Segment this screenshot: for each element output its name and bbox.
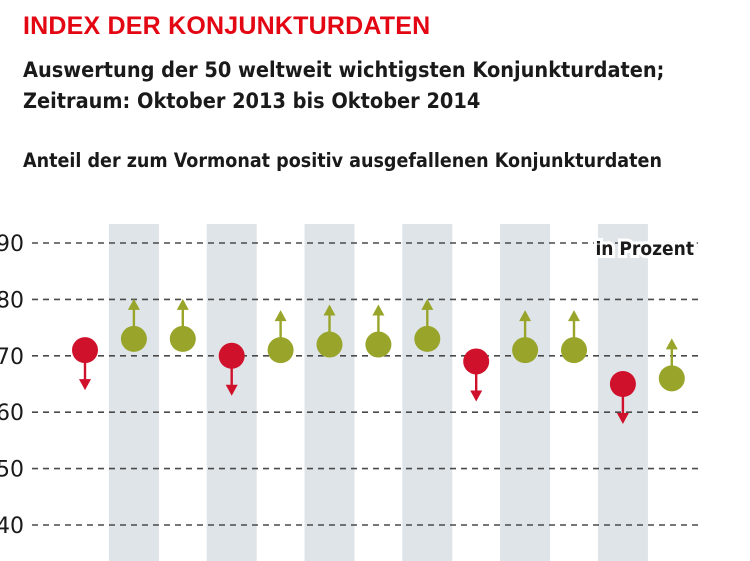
up-arrow-icon bbox=[127, 298, 140, 310]
data-point bbox=[365, 304, 392, 358]
data-point bbox=[316, 304, 343, 358]
y-tick-label: 90 bbox=[0, 232, 24, 257]
data-point-marker bbox=[365, 331, 392, 358]
up-arrow-icon bbox=[323, 304, 336, 316]
up-arrow-icon bbox=[421, 298, 434, 310]
gridlines bbox=[32, 242, 698, 526]
down-arrow-icon bbox=[225, 384, 238, 396]
data-point-marker bbox=[414, 325, 441, 352]
month-band bbox=[500, 224, 551, 561]
down-arrow-icon bbox=[616, 413, 629, 424]
up-arrow-icon bbox=[274, 310, 287, 322]
y-axis-ticks: 90 80 70 60 50 40 bbox=[0, 232, 24, 539]
data-point-marker bbox=[72, 337, 98, 364]
chart-description: Anteil der zum Vormonat positiv ausgefal… bbox=[23, 149, 662, 172]
data-point bbox=[72, 337, 98, 391]
data-point bbox=[169, 298, 196, 352]
data-point-marker bbox=[316, 331, 343, 358]
page-title: INDEX DER KONJUNKTURDATEN bbox=[23, 12, 431, 40]
data-point bbox=[267, 310, 294, 364]
up-arrow-icon bbox=[519, 310, 532, 322]
unit-label: in Prozent bbox=[595, 238, 694, 260]
up-arrow-icon bbox=[665, 338, 678, 350]
down-arrow-icon bbox=[79, 379, 91, 391]
data-point-marker bbox=[169, 325, 196, 352]
data-point-marker bbox=[658, 365, 685, 392]
up-arrow-icon bbox=[372, 304, 385, 316]
subtitle-line-2: Zeitraum: Oktober 2013 bis Oktober 2014 bbox=[23, 89, 481, 114]
month-bands bbox=[108, 224, 648, 561]
data-point bbox=[463, 348, 490, 402]
y-tick-label: 60 bbox=[0, 401, 24, 426]
month-band bbox=[402, 224, 453, 561]
data-point-marker bbox=[218, 342, 245, 369]
data-point bbox=[609, 371, 636, 424]
data-point-marker bbox=[609, 371, 636, 397]
data-point-marker bbox=[267, 337, 294, 364]
up-arrow-icon bbox=[568, 310, 580, 322]
y-tick-label: 50 bbox=[0, 458, 24, 483]
subtitle-line-1: Auswertung der 50 weltweit wichtigsten K… bbox=[23, 58, 665, 83]
data-point bbox=[120, 298, 147, 352]
data-point bbox=[512, 310, 539, 364]
data-point bbox=[218, 342, 245, 396]
data-point bbox=[658, 338, 685, 392]
month-band bbox=[108, 224, 159, 561]
data-point-marker bbox=[120, 325, 147, 352]
data-point-marker bbox=[463, 348, 490, 375]
data-point bbox=[561, 310, 587, 364]
y-tick-label: 40 bbox=[0, 514, 24, 539]
data-point-marker bbox=[561, 337, 587, 364]
data-point-marker bbox=[512, 337, 539, 364]
y-tick-label: 70 bbox=[0, 345, 24, 370]
subtitle: Auswertung der 50 weltweit wichtigsten K… bbox=[23, 55, 664, 117]
data-points bbox=[72, 298, 685, 424]
y-tick-label: 80 bbox=[0, 288, 24, 313]
down-arrow-icon bbox=[470, 390, 483, 402]
data-point bbox=[414, 298, 441, 352]
month-band bbox=[304, 224, 355, 561]
up-arrow-icon bbox=[176, 298, 189, 310]
